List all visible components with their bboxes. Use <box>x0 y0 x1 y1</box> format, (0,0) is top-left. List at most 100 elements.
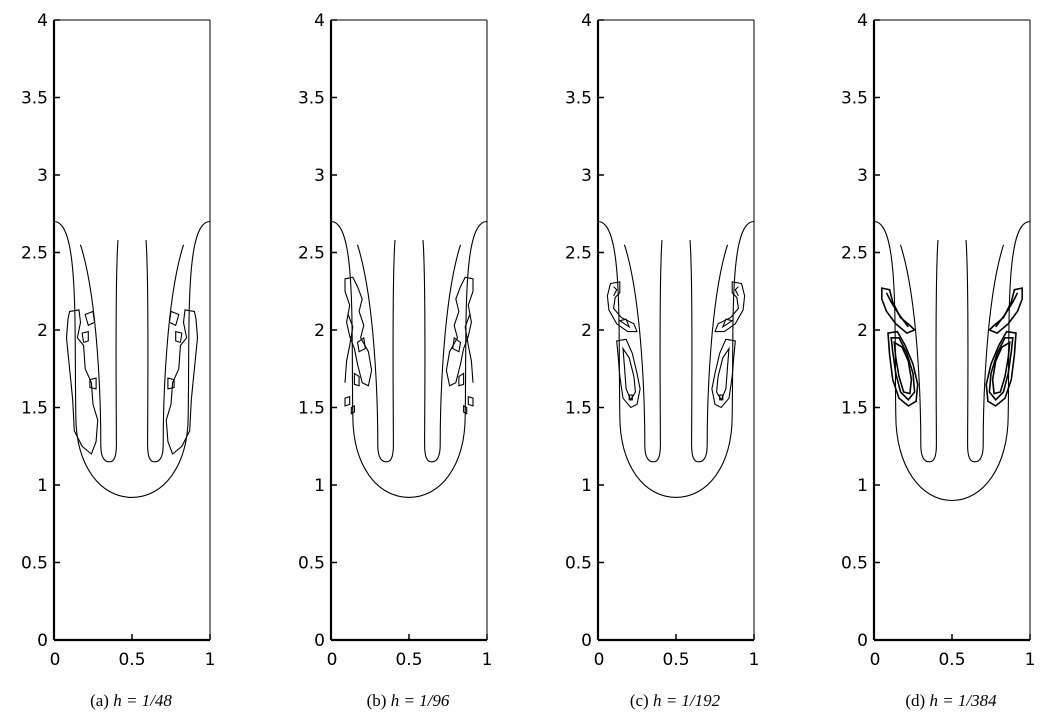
panel-caption: (a) h = 1/48 <box>90 691 172 710</box>
vortex-structure-left <box>618 318 631 329</box>
y-tick-label: 1.5 <box>565 399 592 419</box>
y-tick-label: 2 <box>314 321 325 341</box>
y-tick-label: 1 <box>314 476 325 496</box>
y-tick-label: 2 <box>857 321 868 341</box>
interface-contour <box>53 220 211 498</box>
y-tick-label: 0.5 <box>298 554 325 574</box>
vortex-structure-right <box>165 309 199 455</box>
caption-tag: (c) <box>630 691 653 710</box>
vortex-structure-right <box>167 377 175 390</box>
vortex-structure-left <box>344 395 351 407</box>
vortex-structure-right <box>467 395 474 407</box>
panel-c: 0 0.5 1 1.5 2 2.5 3 3.5 4 0 0.5 1 (c) h = 1/192 <box>565 11 759 710</box>
y-tick-label: 1 <box>581 476 592 496</box>
y-tick-label: 3 <box>581 166 592 186</box>
y-tick-label: 4 <box>581 11 592 31</box>
interface-contour <box>873 220 1031 502</box>
y-tick-label: 3.5 <box>298 89 325 109</box>
vortex-structure-right <box>452 336 462 353</box>
y-tick-label: 2 <box>581 321 592 341</box>
x-tick-label: 0.5 <box>662 650 689 670</box>
y-tick-label: 0.5 <box>565 554 592 574</box>
vortex-structure-left <box>350 404 355 415</box>
vortex-structure-left <box>616 338 641 409</box>
vortex-structure-right <box>175 330 183 344</box>
y-tick-label: 1 <box>857 476 868 496</box>
interface-contour <box>597 220 755 498</box>
y-tick-label: 3 <box>37 166 48 186</box>
vortex-structure-left <box>881 287 917 335</box>
x-tick-label: 1 <box>1025 650 1036 670</box>
y-tick-label: 3.5 <box>565 89 592 109</box>
vortex-structure-right <box>445 276 474 387</box>
x-tick-label: 0.5 <box>395 650 422 670</box>
x-tick-label: 1 <box>749 650 760 670</box>
vortex-structure-left <box>628 394 633 401</box>
panel-a: 0 0.5 1 1.5 2 2.5 3 3.5 4 0 0.5 1 (a) h = 1/48 <box>21 11 215 710</box>
vortex-structure-right <box>168 310 180 327</box>
vortex-structure-left <box>887 330 919 407</box>
vortex-structure-right <box>987 287 1023 335</box>
caption-tag: (b) <box>367 691 391 710</box>
panel-b: 0 0.5 1 1.5 2 2.5 3 3.5 4 0 0.5 1 (b) h = 1/96 <box>298 11 492 710</box>
vortex-structure-left <box>84 310 96 327</box>
x-tick-label: 1 <box>205 650 216 670</box>
caption-math: h = 1/384 <box>929 691 997 710</box>
vortex-structure-right <box>714 281 746 333</box>
y-tick-label: 3.5 <box>841 89 868 109</box>
panel-caption: (d) h = 1/384 <box>905 691 997 710</box>
y-tick-label: 3.5 <box>21 89 48 109</box>
y-tick-label: 1.5 <box>298 399 325 419</box>
vortex-structure-right <box>719 394 724 401</box>
panel-caption: (b) h = 1/96 <box>367 691 450 710</box>
y-tick-label: 1 <box>37 476 48 496</box>
y-tick-label: 0 <box>314 631 325 651</box>
caption-tag: (d) <box>905 691 929 710</box>
vortex-structure-left <box>893 340 913 395</box>
vortex-structure-right <box>734 286 739 297</box>
x-tick-label: 0 <box>594 650 605 670</box>
x-tick-label: 0 <box>327 650 338 670</box>
vortex-structure-left <box>353 372 360 387</box>
y-tick-label: 1.5 <box>841 399 868 419</box>
caption-math: h = 1/96 <box>391 691 450 710</box>
vortex-structure-left <box>622 346 636 402</box>
vortex-structure-left <box>356 336 366 353</box>
x-tick-label: 0 <box>870 650 881 670</box>
y-tick-label: 2.5 <box>565 244 592 264</box>
y-tick-label: 0.5 <box>841 554 868 574</box>
vortex-structure-right <box>463 404 468 415</box>
x-tick-label: 0 <box>50 650 61 670</box>
y-tick-label: 4 <box>857 11 868 31</box>
vortex-structure-left <box>65 309 99 455</box>
caption-math: h = 1/48 <box>113 691 172 710</box>
y-tick-label: 4 <box>37 11 48 31</box>
interface-contour <box>330 220 488 498</box>
x-tick-label: 0.5 <box>118 650 145 670</box>
y-tick-label: 0.5 <box>21 554 48 574</box>
y-tick-label: 0 <box>581 631 592 651</box>
x-tick-label: 1 <box>482 650 493 670</box>
y-tick-label: 0 <box>857 631 868 651</box>
y-tick-label: 0 <box>37 631 48 651</box>
y-tick-label: 2.5 <box>298 244 325 264</box>
x-tick-label: 0.5 <box>938 650 965 670</box>
vortex-structure-right <box>464 314 474 383</box>
y-tick-label: 2.5 <box>841 244 868 264</box>
vortex-structure-right <box>716 346 730 402</box>
vortex-structure-left <box>890 337 916 401</box>
vortex-structure-right <box>711 338 736 409</box>
y-tick-label: 3 <box>857 166 868 186</box>
y-tick-label: 3 <box>314 166 325 186</box>
vortex-structure-right <box>721 318 734 329</box>
vortex-structure-right <box>995 292 1019 328</box>
vortex-structure-left <box>344 314 354 383</box>
vortex-structure-left <box>81 330 89 344</box>
vortex-structure-right <box>988 337 1014 401</box>
vortex-structure-right <box>985 330 1017 407</box>
vortex-structure-right <box>991 340 1011 395</box>
vortex-structure-left <box>885 292 909 328</box>
y-tick-label: 2 <box>37 321 48 341</box>
y-tick-label: 2.5 <box>21 244 48 264</box>
